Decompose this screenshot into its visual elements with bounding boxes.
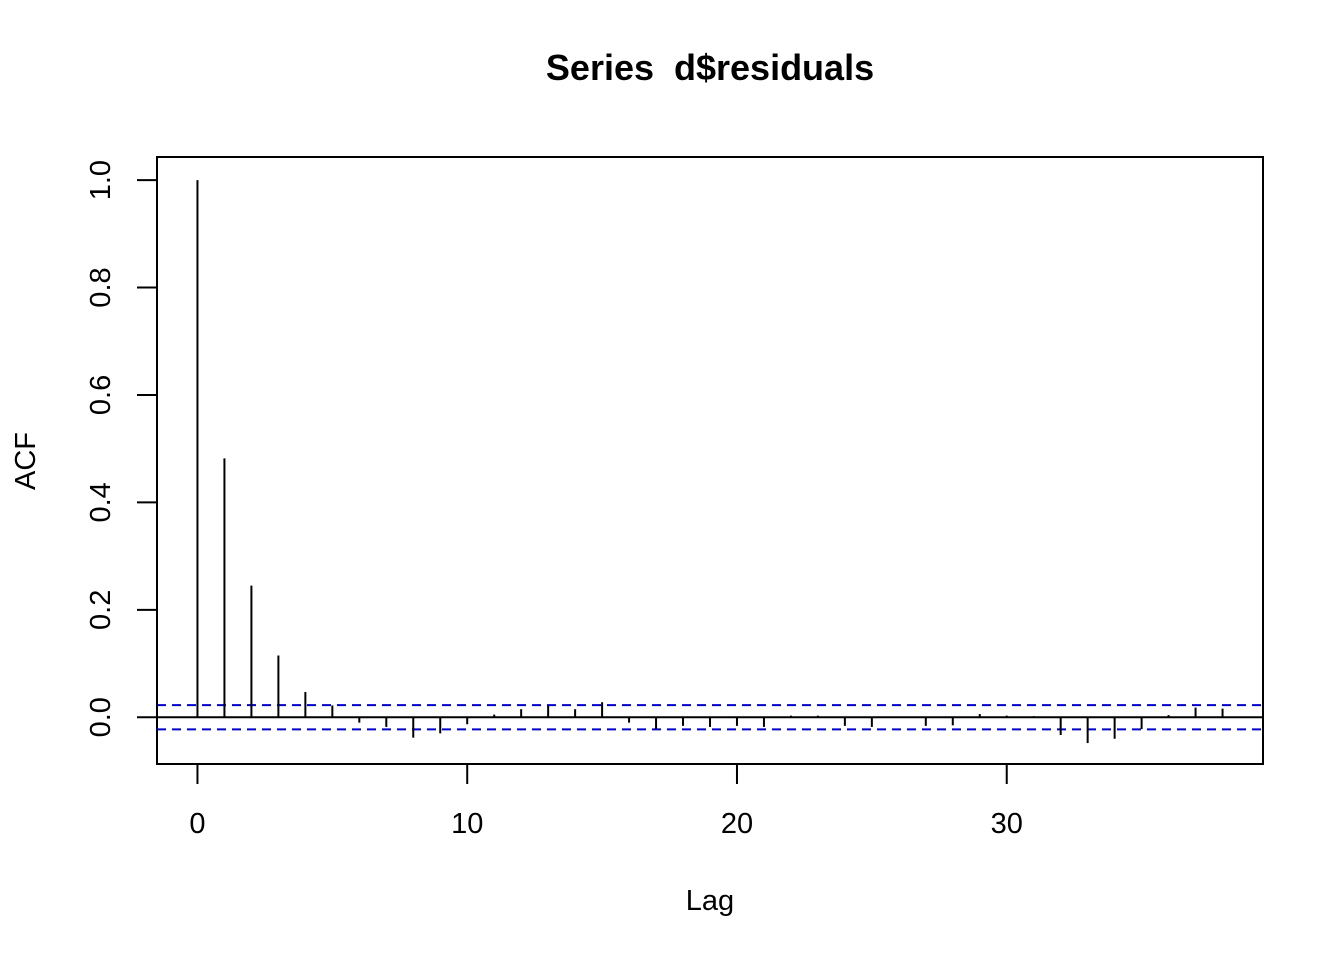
x-axis: 0 10 20 30 [189,763,1023,840]
x-tick-label: 20 [721,808,753,840]
x-axis-label: Lag [686,885,734,917]
y-tick-label: 1.0 [85,160,117,200]
x-tick-label: 0 [189,808,205,840]
confidence-bounds [157,704,1263,731]
y-axis: 0.0 0.2 0.4 0.6 0.8 1.0 [85,160,158,737]
y-tick-label: 0.0 [85,697,117,737]
acf-bars [196,180,1224,744]
x-tick-label: 30 [991,808,1023,840]
y-tick-label: 0.4 [85,482,117,522]
y-tick-label: 0.2 [85,590,117,630]
plot-frame [156,156,1264,765]
x-tick-label: 10 [451,808,483,840]
chart-title: Series d$residuals [546,47,874,88]
y-tick-label: 0.6 [85,375,117,415]
y-tick-label: 0.8 [85,267,117,307]
y-axis-label: ACF [10,432,42,490]
